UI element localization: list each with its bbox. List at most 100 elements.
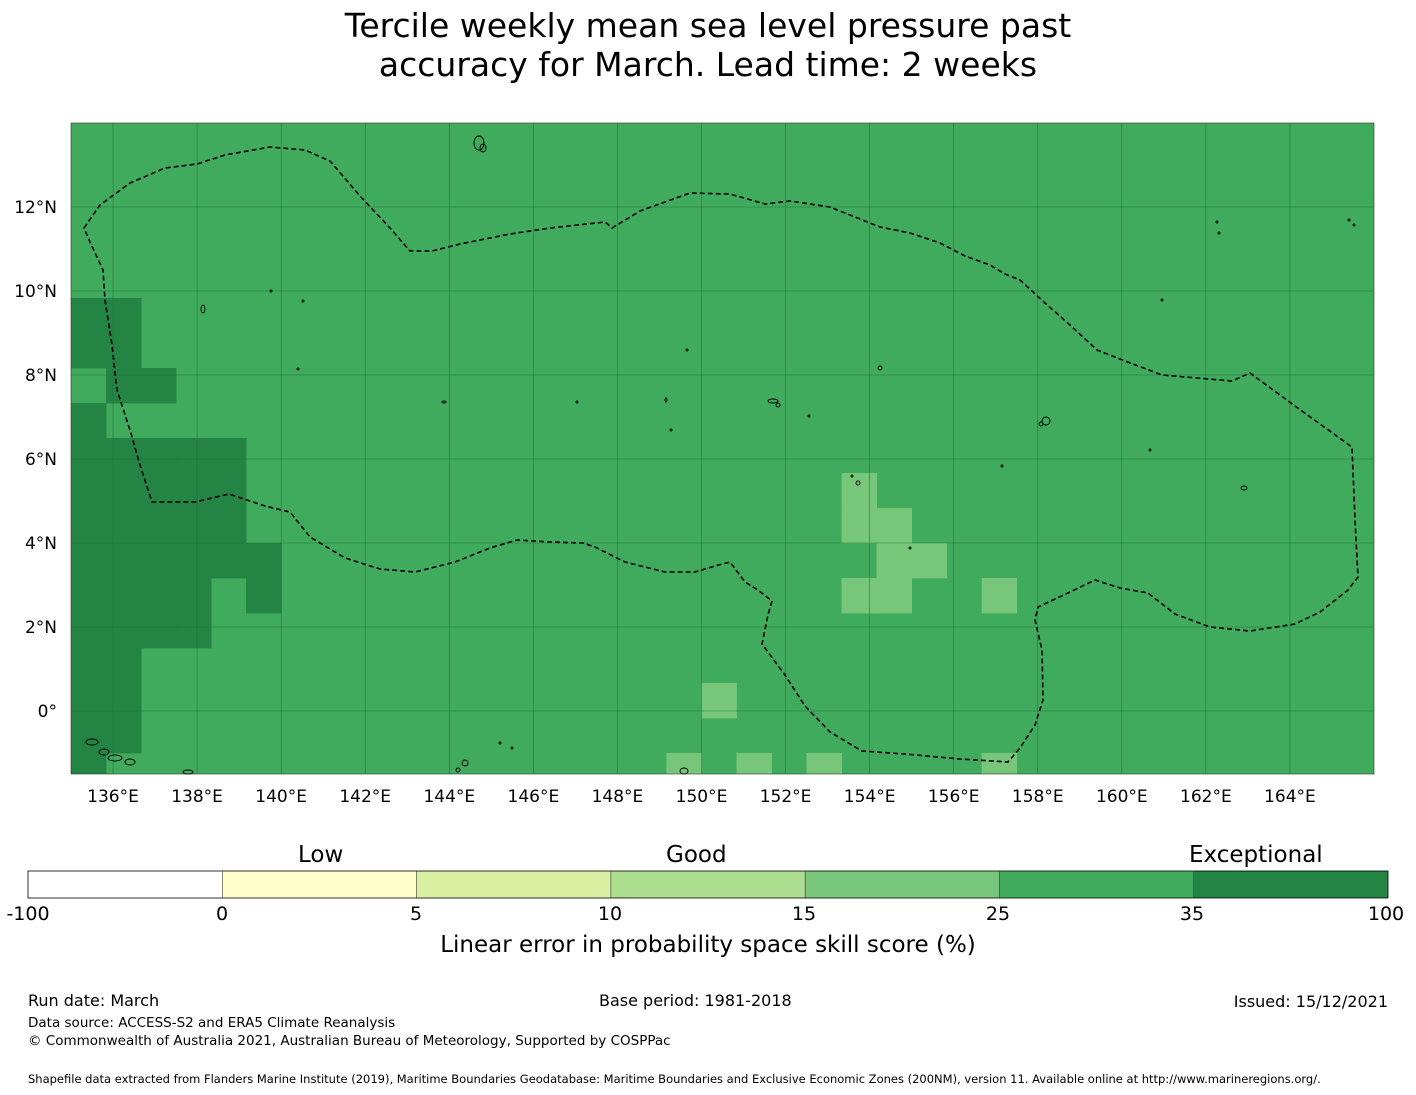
island-outline <box>1352 223 1356 227</box>
map-plot-area[interactable] <box>71 123 1374 774</box>
longitude-tick-label: 162°E <box>1180 787 1232 807</box>
skill-cell-good <box>911 542 948 579</box>
skill-cell-exceptional <box>211 472 247 509</box>
skill-cell-exceptional <box>106 507 142 544</box>
skill-cell-good <box>876 577 913 614</box>
longitude-tick-label: 148°E <box>592 787 644 807</box>
map-background <box>71 123 1374 774</box>
map-gridlines <box>71 123 1374 774</box>
island-outline <box>664 397 668 403</box>
map-title-line-2: accuracy for March. Lead time: 2 weeks <box>378 45 1038 84</box>
skill-cell-exceptional <box>176 542 212 579</box>
skill-cell-good <box>876 542 913 579</box>
island-outline <box>850 474 854 478</box>
skill-cell-exceptional <box>141 612 177 649</box>
longitude-tick-label: 144°E <box>423 787 475 807</box>
skill-cell-exceptional <box>106 542 142 579</box>
skill-cell-good <box>806 752 842 774</box>
skill-cell-good <box>666 752 702 774</box>
skill-cell-exceptional <box>141 472 177 509</box>
island-outline <box>479 143 487 153</box>
skill-cell-exceptional <box>141 507 177 544</box>
base-period: Base period: 1981-2018 <box>599 991 792 1010</box>
island-outline <box>877 365 883 371</box>
skill-cell-exceptional <box>106 577 142 614</box>
skill-cell-exceptional <box>71 647 107 684</box>
colorbar-segment <box>222 871 417 898</box>
island-outline <box>98 748 110 756</box>
colorbar-tick-label: 100 <box>1367 903 1405 925</box>
colorbar-tick-label: -100 <box>6 903 50 925</box>
island-outline <box>1215 220 1219 224</box>
skill-cell-exceptional <box>106 647 142 684</box>
longitude-tick-label: 158°E <box>1012 787 1064 807</box>
skill-cell-exceptional <box>106 717 142 754</box>
skill-cell-exceptional <box>176 472 212 509</box>
colorbar-tick-label: 35 <box>1179 903 1205 925</box>
island-outline <box>1240 485 1248 491</box>
island-outline <box>301 299 305 303</box>
latitude-tick-label: 10°N <box>14 282 57 302</box>
island-outline <box>908 546 912 550</box>
colorbar-category-low: Low <box>298 842 344 868</box>
colorbar <box>27 870 1389 899</box>
longitude-tick-label: 160°E <box>1096 787 1148 807</box>
colorbar-segment <box>999 871 1194 898</box>
island-outline <box>498 741 502 745</box>
island-outline <box>767 398 779 404</box>
skill-cell-exceptional <box>141 437 177 474</box>
skill-cell-exceptional <box>71 332 107 369</box>
island-outline <box>85 738 99 746</box>
longitude-tick-label: 142°E <box>339 787 391 807</box>
skill-cell-exceptional <box>106 297 142 334</box>
island-outline <box>1160 298 1164 302</box>
skill-cell-exceptional <box>106 472 142 509</box>
skill-cell-good <box>701 682 737 719</box>
longitude-tick-label: 164°E <box>1264 787 1316 807</box>
skill-cell-exceptional <box>71 752 107 774</box>
latitude-tick-label: 12°N <box>14 198 57 218</box>
skill-cell-good <box>876 507 913 544</box>
island-outline <box>575 400 579 404</box>
map-title-line-1: Tercile weekly mean sea level pressure p… <box>344 6 1072 45</box>
colorbar-outline <box>27 870 1389 899</box>
skill-cell-exceptional <box>71 682 107 719</box>
data-source: Data source: ACCESS-S2 and ERA5 Climate … <box>28 1015 396 1031</box>
island-outline <box>1000 464 1004 468</box>
longitude-tick-label: 138°E <box>171 787 223 807</box>
island-outline <box>200 304 206 314</box>
longitude-tick-label: 136°E <box>87 787 139 807</box>
skill-cell-exceptional <box>71 507 107 544</box>
latitude-tick-label: 8°N <box>25 366 57 386</box>
island-outline <box>124 758 136 766</box>
island-outline <box>461 759 469 767</box>
latitude-tick-labels: 12°N 10°N 8°N 6°N 4°N 2°N 0° <box>14 198 57 722</box>
longitude-tick-label: 154°E <box>844 787 896 807</box>
colorbar-category-good: Good <box>666 842 727 868</box>
shapefile-attribution: Shapefile data extracted from Flanders M… <box>28 1072 1321 1086</box>
run-date: Run date: March <box>28 991 160 1010</box>
skill-cell-exceptional <box>106 367 142 404</box>
colorbar-segment <box>805 871 1000 898</box>
island-outline <box>107 754 123 762</box>
skill-cell-exceptional <box>71 717 107 754</box>
skill-cell-good <box>736 752 772 774</box>
island-outline <box>685 348 689 352</box>
colorbar-tick-label: 10 <box>597 903 623 925</box>
skill-cell-exceptional <box>71 542 107 579</box>
colorbar-segment <box>1193 871 1388 898</box>
longitude-tick-label: 140°E <box>255 787 307 807</box>
skill-cell-good <box>841 507 877 544</box>
skill-cell-exceptional <box>71 472 107 509</box>
island-outline <box>775 402 781 408</box>
longitude-tick-label: 150°E <box>676 787 728 807</box>
skill-cell-exceptional <box>106 682 142 719</box>
issued-date: Issued: 15/12/2021 <box>1233 992 1388 1011</box>
map-frame <box>70 122 1375 775</box>
skill-cell-exceptional <box>106 612 142 649</box>
skill-cell-good <box>981 577 1018 614</box>
island-outline <box>510 746 514 750</box>
copyright-notice: © Commonwealth of Australia 2021, Austra… <box>28 1033 671 1049</box>
colorbar-tick-label: 0 <box>215 903 229 925</box>
